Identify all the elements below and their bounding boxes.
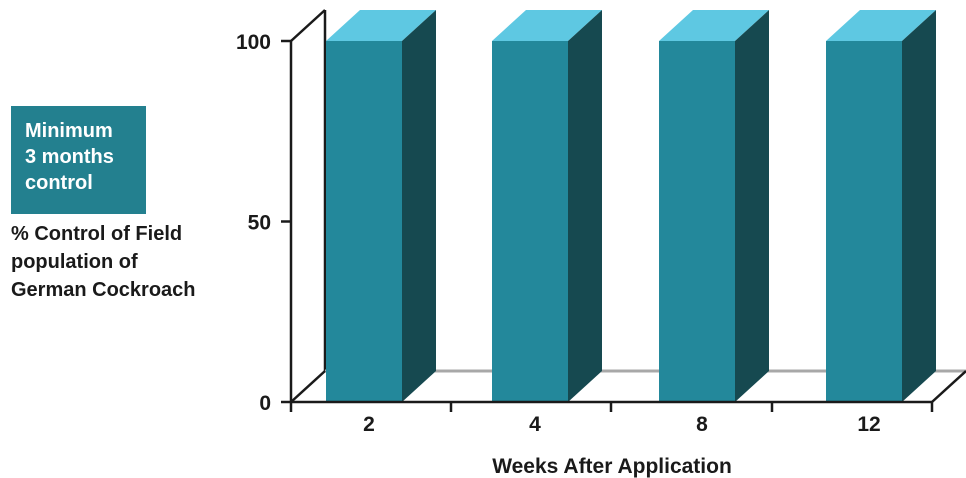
y-axis-label: % Control of Field population of German … bbox=[11, 220, 251, 304]
badge-line-3: control bbox=[25, 172, 93, 194]
y-tick-label: 50 bbox=[248, 212, 271, 235]
badge-line-2: 3 months bbox=[25, 146, 114, 168]
bar-top bbox=[492, 10, 602, 41]
y-tick-label: 0 bbox=[259, 392, 271, 415]
bar-side bbox=[902, 10, 936, 402]
bar-front bbox=[492, 41, 568, 402]
bar-top bbox=[659, 10, 769, 41]
minimum-control-badge: Minimum 3 months control bbox=[11, 106, 146, 214]
bar-side bbox=[402, 10, 436, 402]
bar-side bbox=[735, 10, 769, 402]
y-tick-label: 100 bbox=[236, 31, 271, 54]
floor-right-depth-line bbox=[931, 370, 966, 403]
y-axis-top-depth-line bbox=[290, 9, 326, 42]
x-tick-label: 12 bbox=[857, 413, 880, 436]
bar-top bbox=[326, 10, 436, 41]
y-axis-label-line-2: population of bbox=[11, 251, 138, 273]
y-axis-label-line-1: % Control of Field bbox=[11, 223, 183, 245]
x-tick-label: 2 bbox=[363, 413, 375, 436]
bar-top bbox=[826, 10, 936, 41]
x-axis-title: Weeks After Application bbox=[492, 455, 732, 478]
bar-front bbox=[326, 41, 402, 402]
x-tick-label: 8 bbox=[696, 413, 708, 436]
bar-front bbox=[659, 41, 735, 402]
bar-front bbox=[826, 41, 902, 402]
x-tick-label: 4 bbox=[529, 413, 541, 436]
badge-line-1: Minimum bbox=[25, 120, 113, 142]
floor-left-depth-line bbox=[290, 370, 326, 403]
y-axis-label-line-3: German Cockroach bbox=[11, 279, 196, 301]
bar-side bbox=[568, 10, 602, 402]
